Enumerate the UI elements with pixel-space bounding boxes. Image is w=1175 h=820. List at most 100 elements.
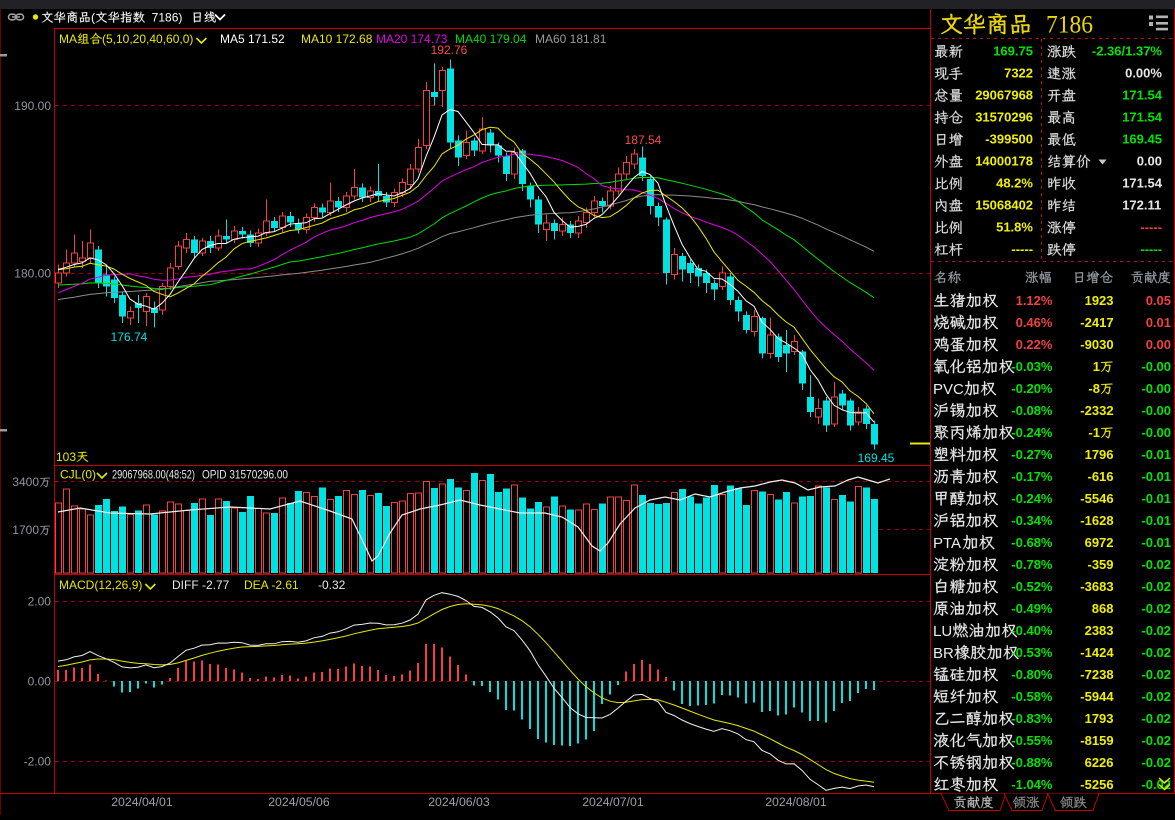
svg-text:MA5 171.52: MA5 171.52 xyxy=(220,32,285,46)
svg-text:-0.52%: -0.52% xyxy=(1011,579,1053,594)
svg-text:-0.58%: -0.58% xyxy=(1011,689,1053,704)
svg-text:190.00: 190.00 xyxy=(14,99,51,113)
svg-text:-0.02: -0.02 xyxy=(1141,755,1171,770)
svg-text:LU: LU xyxy=(933,623,952,640)
svg-text:-0.02: -0.02 xyxy=(1141,777,1171,792)
svg-text:192.76: 192.76 xyxy=(431,43,468,57)
svg-text:MA10 172.68: MA10 172.68 xyxy=(301,32,373,46)
svg-text:1923: 1923 xyxy=(1085,293,1114,308)
svg-text:-7238: -7238 xyxy=(1080,667,1113,682)
svg-text:-0.02: -0.02 xyxy=(1141,623,1171,638)
svg-text:-0.01: -0.01 xyxy=(1141,535,1171,550)
svg-text:31570296: 31570296 xyxy=(975,110,1033,125)
svg-text:-359: -359 xyxy=(1088,557,1114,572)
svg-text:-0.53%: -0.53% xyxy=(1011,645,1053,660)
svg-text:2024/06/03: 2024/06/03 xyxy=(428,795,490,809)
svg-text:2024/07/01: 2024/07/01 xyxy=(582,795,644,809)
svg-text:MA: MA xyxy=(59,32,77,46)
svg-text:MA20 174.73: MA20 174.73 xyxy=(376,32,448,46)
svg-text:-0.20%: -0.20% xyxy=(1011,381,1053,396)
svg-text:-399500: -399500 xyxy=(985,132,1033,147)
svg-text:(: ( xyxy=(91,11,95,25)
svg-text:171.54: 171.54 xyxy=(1122,110,1163,125)
svg-text:169.75: 169.75 xyxy=(993,44,1033,59)
svg-text:CJL(0): CJL(0) xyxy=(60,468,96,482)
svg-text:-1628: -1628 xyxy=(1080,513,1113,528)
svg-text:-0.17%: -0.17% xyxy=(1011,469,1053,484)
svg-text:(5,10,20,40,60,0): (5,10,20,40,60,0) xyxy=(102,32,193,46)
svg-text:-0.02: -0.02 xyxy=(1141,645,1171,660)
svg-text:7186): 7186) xyxy=(145,11,182,25)
svg-text:180.00: 180.00 xyxy=(14,267,51,281)
svg-text:2.00: 2.00 xyxy=(28,595,52,609)
svg-text:-0.24%: -0.24% xyxy=(1011,491,1053,506)
svg-text:7186: 7186 xyxy=(1046,12,1093,39)
svg-text:-----: ----- xyxy=(1011,242,1033,257)
svg-text:PVC: PVC xyxy=(933,381,964,398)
svg-text:176.74: 176.74 xyxy=(111,330,148,344)
svg-text:-0.00: -0.00 xyxy=(1141,403,1171,418)
svg-text:-0.01: -0.01 xyxy=(1141,491,1171,506)
svg-text:-0.03%: -0.03% xyxy=(1011,359,1053,374)
svg-text:-----: ----- xyxy=(1140,220,1162,235)
svg-text:0.00: 0.00 xyxy=(1137,154,1162,169)
svg-text:-616: -616 xyxy=(1088,469,1114,484)
svg-text:DEA -2.61: DEA -2.61 xyxy=(244,578,299,592)
svg-text:-0.34%: -0.34% xyxy=(1011,513,1053,528)
svg-text:BR: BR xyxy=(933,645,954,662)
svg-text:-0.00: -0.00 xyxy=(1141,425,1171,440)
svg-text:0.00: 0.00 xyxy=(1146,337,1171,352)
svg-text:-0.01: -0.01 xyxy=(1141,447,1171,462)
svg-text:-0.08%: -0.08% xyxy=(1011,403,1053,418)
svg-text:1700: 1700 xyxy=(12,523,39,537)
svg-text:3400: 3400 xyxy=(12,475,39,489)
svg-text:-----: ----- xyxy=(1140,242,1162,257)
svg-text:-5944: -5944 xyxy=(1080,689,1114,704)
svg-text:0.01: 0.01 xyxy=(1146,315,1171,330)
svg-text:-9030: -9030 xyxy=(1080,337,1113,352)
svg-text:-0.02: -0.02 xyxy=(1141,689,1171,704)
svg-text:1796: 1796 xyxy=(1085,447,1114,462)
svg-text:-0.80%: -0.80% xyxy=(1011,667,1053,682)
svg-text:6972: 6972 xyxy=(1085,535,1114,550)
svg-text:29067968: 29067968 xyxy=(975,88,1033,103)
svg-text:-1: -1 xyxy=(1088,425,1100,440)
svg-text:-0.02: -0.02 xyxy=(1141,733,1171,748)
svg-text:0.00%: 0.00% xyxy=(1125,66,1162,81)
svg-text:0.05: 0.05 xyxy=(1146,293,1171,308)
svg-text:MACD(12,26,9): MACD(12,26,9) xyxy=(59,578,142,592)
svg-text:-0.02: -0.02 xyxy=(1141,667,1171,682)
svg-text:7322: 7322 xyxy=(1004,66,1033,81)
svg-text:29067968.00(48:52): 29067968.00(48:52) xyxy=(112,468,195,482)
svg-text:-0.88%: -0.88% xyxy=(1011,755,1053,770)
svg-text:15068402: 15068402 xyxy=(975,198,1033,213)
svg-text:-2417: -2417 xyxy=(1080,315,1113,330)
svg-text:-1.04%: -1.04% xyxy=(1011,777,1053,792)
svg-text:14000178: 14000178 xyxy=(975,154,1033,169)
svg-text:-0.24%: -0.24% xyxy=(1011,425,1053,440)
svg-text:6226: 6226 xyxy=(1085,755,1114,770)
svg-text:2024/05/06: 2024/05/06 xyxy=(268,795,330,809)
svg-text:-2.00: -2.00 xyxy=(24,755,52,769)
svg-text:103: 103 xyxy=(56,450,76,464)
svg-text:-8159: -8159 xyxy=(1080,733,1113,748)
svg-text:-0.02: -0.02 xyxy=(1141,711,1171,726)
svg-text:169.45: 169.45 xyxy=(858,451,895,465)
svg-text:-0.40%: -0.40% xyxy=(1011,623,1053,638)
svg-text:-0.55%: -0.55% xyxy=(1011,733,1053,748)
svg-text:0.22%: 0.22% xyxy=(1016,337,1053,352)
svg-text:-0.78%: -0.78% xyxy=(1011,557,1053,572)
svg-text:-0.01: -0.01 xyxy=(1141,469,1171,484)
svg-text:OPID 31570296.00: OPID 31570296.00 xyxy=(202,468,288,482)
svg-text:1: 1 xyxy=(1093,359,1100,374)
svg-text:48.2%: 48.2% xyxy=(996,176,1033,191)
svg-text:MA40 179.04: MA40 179.04 xyxy=(455,32,527,46)
svg-text:2383: 2383 xyxy=(1085,623,1114,638)
svg-text:MA60 181.81: MA60 181.81 xyxy=(535,32,607,46)
svg-text:-2332: -2332 xyxy=(1080,403,1113,418)
svg-text:868: 868 xyxy=(1092,601,1114,616)
svg-text:-0.00: -0.00 xyxy=(1141,359,1171,374)
svg-text:2024/08/01: 2024/08/01 xyxy=(765,795,827,809)
svg-text:-0.00: -0.00 xyxy=(1141,381,1171,396)
svg-text:DIFF -2.77: DIFF -2.77 xyxy=(172,578,230,592)
